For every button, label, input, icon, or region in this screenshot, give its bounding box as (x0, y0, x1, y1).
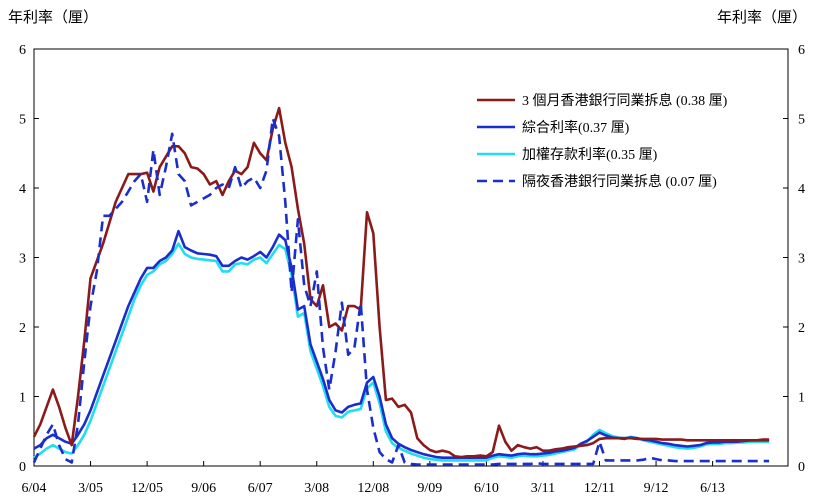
x-tick-label: 9/06 (191, 481, 216, 496)
y-tick-label-left: 1 (19, 391, 26, 406)
y-tick-label-right: 3 (798, 252, 805, 267)
x-tick-label: 6/10 (474, 481, 499, 496)
right-axis-label: 年利率（厘） (716, 8, 807, 26)
legend-label-1: 綜合利率(0.37 厘) (522, 119, 630, 136)
y-tick-label-right: 6 (798, 43, 805, 58)
legend: 3 個月香港銀行同業拆息 (0.38 厘) 綜合利率(0.37 厘) 加權存款利率(… (477, 92, 728, 190)
left-axis-label: 年利率（厘） (8, 8, 99, 26)
plot-frame (33, 48, 789, 467)
x-tick-label: 9/12 (644, 481, 669, 496)
series-line-2 (33, 242, 770, 462)
x-tick-label: 6/13 (700, 481, 725, 496)
y-tick-label-left: 5 (19, 113, 26, 128)
x-tick-label: 3/08 (304, 481, 329, 496)
y-tick-label-left: 3 (19, 252, 26, 267)
series-line-3 (32, 117, 770, 466)
x-tick-label: 3/11 (531, 481, 555, 496)
x-tick-label: 9/09 (417, 481, 442, 496)
axis-ticks: 0 0 1 1 2 2 3 3 4 4 5 5 6 6 6/04 3/05 12/05 9/06 6/07 3/08 1… (19, 43, 805, 496)
x-tick-label: 12/05 (131, 481, 163, 496)
series-line-1 (33, 229, 770, 459)
y-tick-label-right: 2 (798, 321, 805, 336)
series-line-0 (32, 106, 770, 459)
y-tick-label-left: 4 (19, 182, 26, 197)
series-lines (32, 106, 770, 466)
legend-label-2: 加權存款利率(0.35 厘) (522, 146, 658, 163)
x-tick-label: 6/04 (22, 481, 47, 496)
y-tick-label-left: 6 (19, 43, 26, 58)
x-tick-label: 6/07 (248, 481, 273, 496)
y-tick-label-right: 1 (798, 391, 805, 406)
y-tick-label-left: 0 (19, 460, 26, 475)
y-tick-label-right: 0 (798, 460, 805, 475)
x-tick-label: 12/08 (357, 481, 389, 496)
x-tick-label: 12/11 (584, 481, 615, 496)
y-tick-label-left: 2 (19, 321, 26, 336)
y-tick-label-right: 4 (798, 182, 805, 197)
legend-label-0: 3 個月香港銀行同業拆息 (0.38 厘) (522, 92, 728, 109)
legend-label-3: 隔夜香港銀行同業拆息 (0.07 厘) (522, 173, 717, 190)
x-tick-label: 3/05 (78, 481, 103, 496)
y-tick-label-right: 5 (798, 113, 805, 128)
